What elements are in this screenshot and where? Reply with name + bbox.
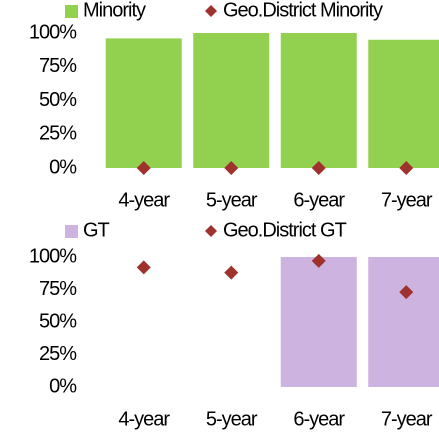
x-tick-label: 7-year <box>381 189 433 211</box>
marker <box>399 285 414 300</box>
x-tick-label: 5-year <box>206 189 258 211</box>
bar <box>368 39 439 168</box>
marker <box>136 161 151 175</box>
marker <box>399 161 414 175</box>
bar <box>368 257 439 387</box>
y-tick-label: 0% <box>49 375 77 397</box>
y-tick-label: 50% <box>39 310 77 332</box>
bar <box>280 33 357 168</box>
x-tick-label: 5-year <box>206 408 258 430</box>
marker <box>136 260 151 275</box>
bar <box>193 33 270 168</box>
y-tick-label: 25% <box>39 123 77 145</box>
marker <box>311 253 326 268</box>
legend-label: Geo.District Minority <box>223 0 383 21</box>
marker <box>224 265 239 280</box>
y-tick-label: 75% <box>39 55 77 77</box>
x-tick-label: 6-year <box>293 408 345 430</box>
y-tick-label: 100% <box>29 21 77 43</box>
bar <box>105 38 182 169</box>
legend-marker <box>205 225 217 237</box>
marker <box>224 161 239 175</box>
y-tick-label: 75% <box>39 278 77 300</box>
y-tick-label: 25% <box>39 343 77 365</box>
x-tick-label: 6-year <box>293 189 345 211</box>
legend-swatch <box>65 225 78 238</box>
legend-label: Geo.District GT <box>223 219 347 241</box>
marker <box>311 161 326 175</box>
bar <box>280 257 357 387</box>
legend-label: Minority <box>83 0 146 21</box>
x-tick-label: 4-year <box>118 408 170 430</box>
x-tick-label: 7-year <box>381 408 433 430</box>
x-tick-label: 4-year <box>118 189 170 211</box>
y-tick-label: 100% <box>29 245 77 267</box>
legend-marker <box>205 5 217 17</box>
legend-swatch <box>65 5 78 18</box>
y-tick-label: 0% <box>49 156 77 178</box>
y-tick-label: 50% <box>39 89 77 111</box>
legend-label: GT <box>83 219 110 241</box>
